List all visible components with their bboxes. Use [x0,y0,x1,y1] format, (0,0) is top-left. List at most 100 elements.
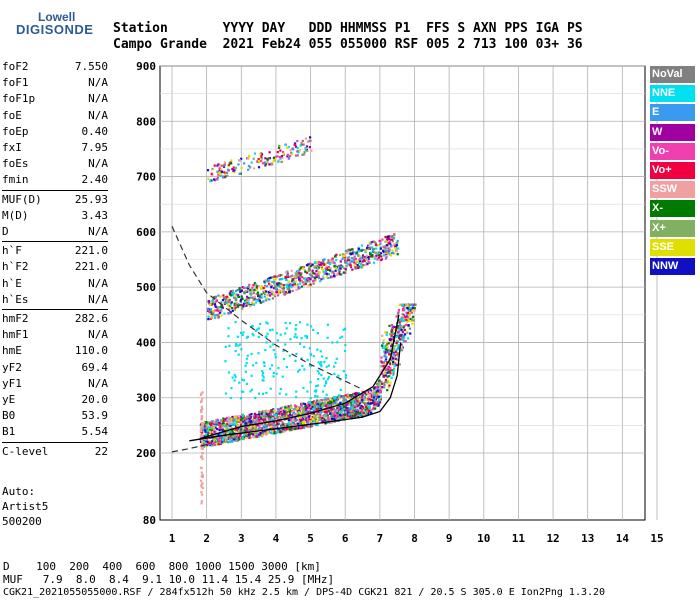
trace-point [317,406,320,409]
trace-point [250,426,253,429]
trace-point [323,398,326,401]
trace-point [386,371,389,374]
trace-point [257,420,260,423]
second-hop-point [351,260,354,263]
trace-point [222,432,226,435]
trace-point [321,403,325,406]
trace-point [387,366,390,369]
second-hop-point [227,300,230,303]
second-hop-point [256,291,259,294]
trace-point [387,349,390,352]
trace-point [263,420,267,424]
third-hop-point [299,144,302,147]
second-hop-point [344,271,347,275]
second-hop-point [306,271,309,274]
param-value: 3.43 [81,208,109,222]
third-hop-point [226,174,229,177]
second-hop-point [281,277,284,281]
scattered-point [316,395,319,398]
trace-point [392,357,395,360]
trace-point [296,422,300,425]
second-hop-point [281,286,284,290]
trace-point [311,412,314,416]
third-hop-point [304,148,307,151]
trace-point [353,397,356,400]
trace-point [319,418,322,421]
trace-point [372,401,375,404]
second-hop-point [253,282,256,285]
trace-point [357,413,360,416]
third-hop-point [286,146,289,149]
second-hop-point [271,290,274,293]
second-hop-point [246,295,249,298]
trace-point [370,411,373,414]
second-hop-point [334,267,338,270]
param-label: fmin [2,173,29,187]
second-hop-point [234,289,238,293]
trace-point [262,425,265,429]
trace-point [401,338,404,341]
param-label: M(D) [2,208,29,222]
second-hop-point [363,259,366,263]
trace-point [287,405,290,408]
third-hop-point [266,159,269,162]
trace-point [377,395,380,398]
trace-point [248,413,251,416]
third-hop-point [270,162,273,166]
trace-point [243,428,246,431]
trace-point [254,429,257,432]
second-hop-point [314,278,317,282]
low-freq-point [200,410,203,414]
second-hop-point [325,275,328,278]
trace-point [394,351,398,354]
trace-point [365,393,368,396]
param-value: 110.0 [74,344,108,358]
trace-point [319,411,322,414]
scattered-point [316,348,319,351]
third-hop-point [293,142,297,145]
second-hop-point [255,285,258,288]
trace-point [341,396,344,399]
trace-point [267,414,270,417]
trace-point [300,403,303,406]
x-tick-label: 4 [273,532,280,545]
second-hop-point [327,265,330,268]
trace-point [276,431,279,434]
trace-point [222,441,225,444]
trace-point [278,422,281,425]
trace-point [206,424,209,427]
trace-point [401,312,404,316]
second-hop-point [301,267,305,270]
second-hop-point [267,282,271,285]
second-hop-point [373,256,376,259]
trace-point [409,332,412,335]
second-hop-point [278,291,282,294]
trace-point [369,401,372,404]
second-hop-point [320,278,323,281]
trace-point [396,324,400,328]
trace-point [400,343,403,346]
second-hop-point [212,311,215,314]
scattered-point [325,365,328,368]
second-hop-point [286,270,289,273]
param-h-e: h`E N/A [2,276,108,291]
trace-point [406,320,409,324]
scattered-point [342,370,345,373]
trace-point [309,407,313,410]
trace-point [389,347,392,350]
param-yf1: yF1 N/A [2,376,108,391]
second-hop-point [246,287,249,290]
trace-point [303,420,307,424]
trace-point [204,439,208,443]
second-hop-point [267,292,270,295]
scattered-point [227,335,230,338]
trace-point [396,353,399,357]
trace-point [317,407,320,411]
second-hop-point [302,266,306,269]
second-hop-point [300,280,303,283]
trace-point [384,352,387,355]
second-hop-point [329,267,332,270]
third-hop-point [215,178,218,181]
trace-point [295,412,298,415]
trace-point [285,406,289,409]
